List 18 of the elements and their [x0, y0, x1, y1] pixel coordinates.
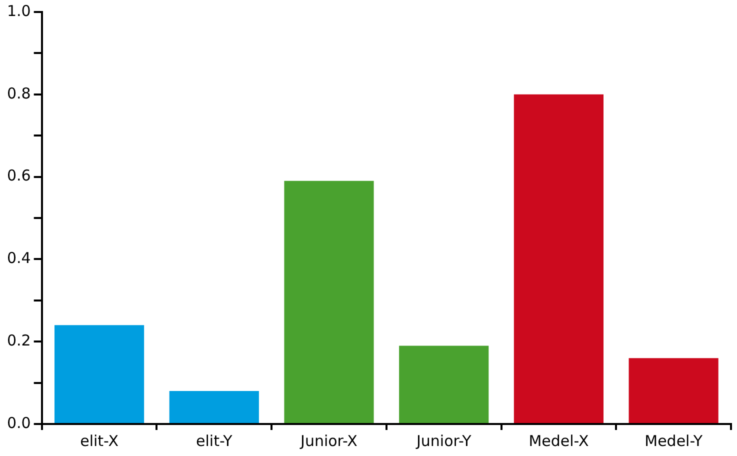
x-tick-label: elit-Y: [196, 432, 234, 450]
x-tick-label: Medel-X: [528, 432, 589, 450]
y-tick-label: 1.0: [6, 2, 31, 20]
y-tick-label: 0.8: [6, 84, 31, 102]
bar: [514, 94, 604, 423]
bar: [628, 358, 718, 423]
x-tick-label: Junior-Y: [415, 432, 472, 450]
y-tick-label: 0.2: [6, 331, 31, 350]
bar: [284, 180, 374, 423]
x-tick-label: Junior-X: [300, 432, 358, 450]
y-tick-label: 0.0: [6, 414, 31, 432]
bar: [169, 391, 259, 423]
y-tick-label: 0.4: [6, 249, 31, 268]
x-tick-label: elit-X: [80, 432, 118, 450]
bar: [399, 346, 489, 423]
x-tick-label: Medel-Y: [644, 432, 704, 450]
bar: [54, 325, 144, 423]
y-tick-label: 0.6: [6, 166, 31, 185]
